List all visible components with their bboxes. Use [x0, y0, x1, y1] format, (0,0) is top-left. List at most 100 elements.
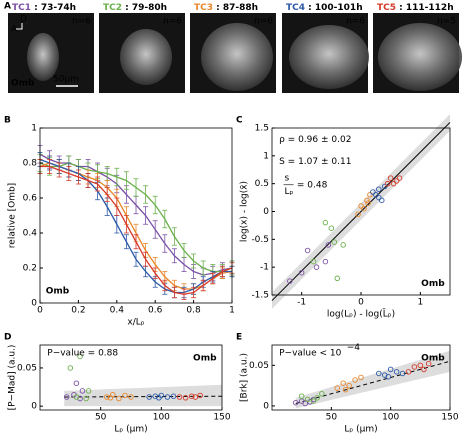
y-tick-label: 1.5 [255, 124, 269, 134]
tile-time: : 73-74h [31, 3, 76, 13]
fit-line [295, 360, 451, 404]
data-point [164, 394, 171, 400]
tile-label: TC4 : 100-101h [286, 3, 363, 13]
data-point [384, 180, 391, 187]
tile-label: TC3 : 87-88h [194, 3, 258, 13]
data-point [364, 197, 370, 204]
data-point [393, 178, 400, 184]
x-tick-label: -1 [297, 298, 306, 308]
annotation: Omb [421, 354, 445, 364]
data-point [298, 269, 305, 276]
y-tick-label: 0.8 [23, 159, 38, 169]
data-point [314, 395, 320, 401]
x-tick-label: 0 [37, 306, 43, 316]
data-point [313, 264, 320, 270]
x-tick-label: 0.4 [110, 306, 125, 316]
series-line [40, 165, 233, 295]
data-point [381, 183, 388, 190]
wing-disc [201, 23, 273, 91]
x-tick-label: 0 [358, 298, 364, 308]
data-point [405, 369, 412, 375]
data-point [73, 394, 80, 400]
y-tick-label: 0.6 [23, 194, 38, 204]
y-tick-label: 0.2 [23, 264, 37, 274]
y-tick-label: 0.05 [249, 361, 269, 371]
data-point [370, 189, 376, 195]
x-tick-label: 1 [229, 306, 235, 316]
y-tick-label: -1 [260, 263, 269, 273]
data-point [182, 395, 189, 401]
data-point [298, 393, 305, 399]
data-point [197, 392, 203, 399]
y-tick-label: -1.5 [251, 291, 269, 301]
tile-n: n=6 [346, 17, 365, 27]
x-axis-label: log(Lₚ) - log(L̄ₚ) [327, 308, 395, 320]
x-tick-label: 150 [213, 413, 230, 423]
data-point [188, 393, 195, 399]
data-point [322, 219, 329, 226]
data-point [79, 388, 86, 394]
x-tick-label: 0.2 [71, 306, 85, 316]
data-point [355, 211, 361, 218]
tile-n: n=6 [254, 17, 273, 27]
x-tick-label: 150 [441, 413, 458, 423]
tile-n: n=6 [163, 17, 182, 27]
confidence-band [64, 384, 223, 407]
x-tick-label: 1 [417, 298, 423, 308]
stain-label: Omb [11, 79, 35, 89]
y-tick-label: -0.5 [251, 235, 269, 245]
x-tick-label: 50 [95, 413, 107, 423]
data-point [399, 370, 406, 377]
annotation: ρ = 0.96 ± 0.02 [279, 135, 351, 145]
annotation: Omb [193, 354, 217, 364]
data-point [361, 205, 367, 212]
data-point [85, 388, 92, 394]
annotation: Lₚ [284, 187, 293, 197]
data-point [417, 362, 424, 369]
data-point [156, 395, 162, 401]
data-point [170, 393, 177, 399]
annotation: Omb [421, 279, 445, 289]
wing-disc [120, 29, 172, 85]
tile-tc: TC5 [377, 3, 396, 13]
annotation: P−value < 10 [279, 348, 342, 358]
data-point [107, 395, 114, 401]
tile-label: TC2 : 79-80h [103, 3, 167, 13]
tile-label: TC5 : 111-112h [377, 3, 454, 13]
scale-label: 50µm [53, 75, 79, 85]
data-point [192, 394, 199, 400]
annotation: −4 [347, 343, 361, 353]
series-line [39, 162, 233, 273]
y-tick-label: 0 [263, 207, 269, 217]
annotation: Omb [46, 286, 70, 296]
plot-frame [271, 344, 451, 411]
data-point [83, 395, 89, 402]
plot-frame [39, 127, 233, 304]
data-point [310, 258, 317, 265]
data-point [376, 186, 382, 192]
tile-tc: TC1 [12, 3, 31, 13]
data-point [77, 353, 83, 360]
data-point [128, 394, 134, 400]
data-point [334, 275, 341, 282]
data-point [67, 365, 74, 371]
panel-label: C [236, 116, 243, 126]
data-point [325, 242, 332, 248]
data-point [73, 380, 80, 386]
panel-label: B [4, 116, 11, 126]
x-tick-label: 0.8 [186, 306, 201, 316]
annotation: S = 1.07 ± 0.11 [279, 157, 351, 167]
x-tick-label: 0.6 [148, 306, 163, 316]
data-point [396, 175, 403, 181]
y-tick-label: 0 [31, 402, 37, 412]
data-point [103, 394, 110, 400]
data-point [373, 192, 379, 198]
data-point [346, 382, 352, 389]
annotation: s [284, 174, 289, 184]
fit-line [271, 122, 451, 301]
data-point [328, 225, 335, 231]
x-tick-label: 100 [382, 413, 399, 423]
tile-time: : 87-88h [213, 3, 258, 13]
y-tick-label: 0.5 [255, 179, 269, 189]
x-axis-label: Lₚ (µm) [344, 425, 377, 435]
